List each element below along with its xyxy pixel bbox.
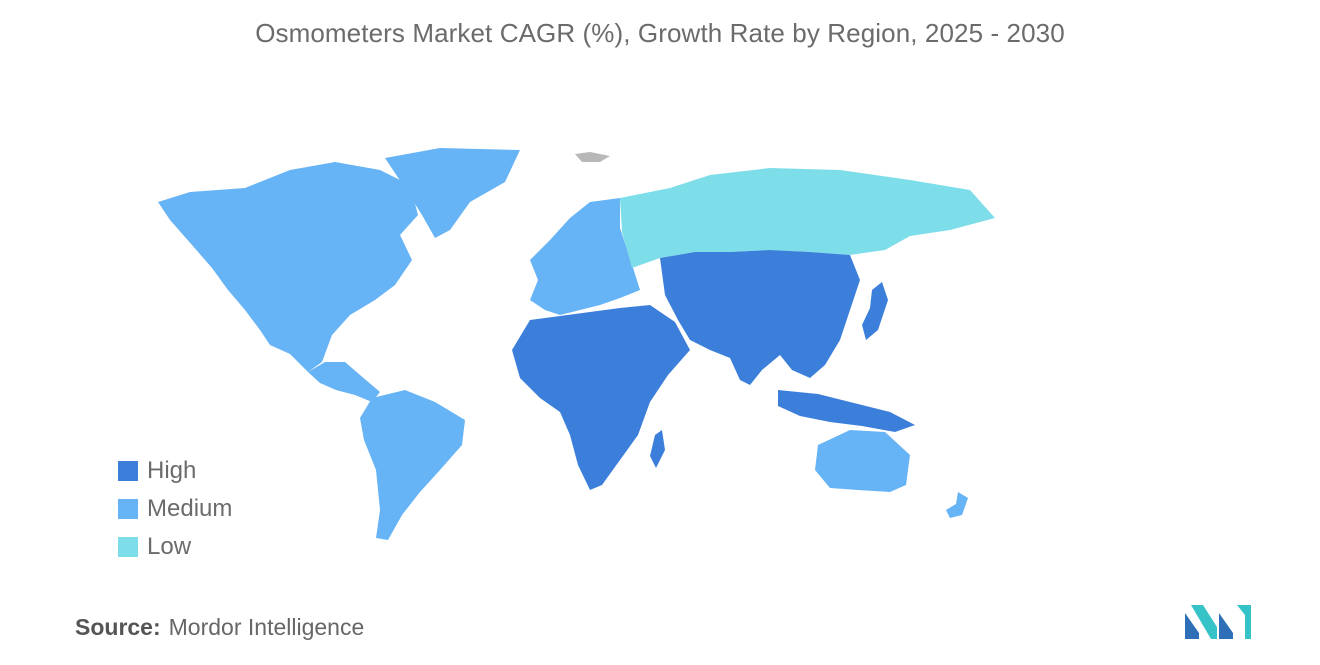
region-japan: [862, 282, 888, 340]
region-svalbard-no-data: [575, 152, 610, 162]
source-line: Source: Mordor Intelligence: [75, 614, 364, 641]
mordor-intelligence-logo: [1185, 605, 1251, 639]
logo-shape-right: [1237, 605, 1251, 639]
region-south-america: [360, 390, 465, 540]
region-southeast-asia-islands: [778, 390, 915, 432]
legend-label-high: High: [147, 457, 197, 484]
region-middle-east-africa: [512, 305, 690, 490]
legend-label-low: Low: [147, 533, 192, 560]
region-australia: [815, 430, 910, 492]
logo-shape-left: [1185, 613, 1199, 639]
legend-item-low: Low: [118, 528, 232, 566]
region-europe: [530, 198, 640, 315]
region-greenland: [385, 148, 520, 238]
world-map: [158, 148, 995, 540]
region-asia-pacific: [660, 250, 860, 385]
region-north-america: [158, 162, 418, 372]
map-legend: High Medium Low: [118, 452, 232, 566]
logo-shape-mid-right: [1219, 613, 1233, 639]
legend-swatch-low: [118, 537, 138, 557]
source-value: Mordor Intelligence: [168, 614, 365, 640]
legend-label-medium: Medium: [147, 495, 233, 522]
region-russia: [620, 168, 995, 268]
region-new-zealand: [946, 492, 968, 518]
legend-swatch-high: [118, 461, 138, 481]
source-label: Source:: [75, 614, 161, 640]
region-central-america: [308, 362, 380, 402]
legend-swatch-medium: [118, 499, 138, 519]
region-madagascar: [650, 430, 665, 468]
legend-item-medium: Medium: [118, 490, 232, 528]
legend-item-high: High: [118, 452, 232, 490]
chart-title: Osmometers Market CAGR (%), Growth Rate …: [255, 18, 1065, 48]
logo-shape-mid-left: [1191, 605, 1217, 639]
